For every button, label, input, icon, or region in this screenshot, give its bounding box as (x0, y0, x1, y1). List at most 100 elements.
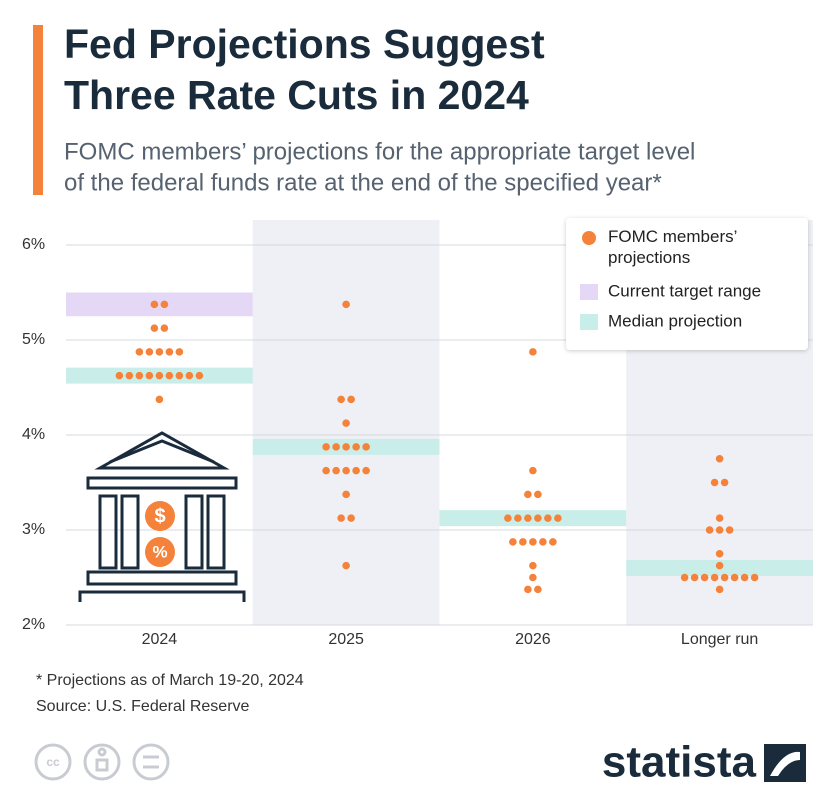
chart-title: Fed Projections Suggest (64, 21, 545, 67)
legend-label: Current target range (608, 281, 761, 300)
projection-dot (715, 514, 724, 522)
projection-dot (725, 526, 734, 534)
legend-marker (580, 284, 598, 300)
projection-dot (534, 490, 542, 499)
x-tick-label: 2024 (142, 631, 178, 648)
chart-title: Three Rate Cuts in 2024 (64, 72, 529, 118)
projection-dot (332, 466, 340, 475)
projection-dot (342, 561, 350, 570)
projection-dot (710, 573, 719, 582)
projection-dot (195, 371, 204, 380)
y-tick-label: 5% (22, 331, 45, 348)
legend-box (566, 218, 808, 350)
y-tick-label: 6% (22, 236, 45, 253)
target-range (66, 292, 253, 317)
projection-dot (160, 300, 169, 309)
projection-dot (529, 573, 537, 582)
brand-logo: statista (602, 738, 757, 787)
legend-marker (580, 314, 598, 330)
legend-label-line: projections (608, 248, 690, 267)
projection-dot (730, 573, 739, 582)
projection-dot (715, 454, 724, 463)
projection-dot (155, 371, 164, 380)
projection-dot (352, 466, 360, 475)
projection-dot (680, 573, 689, 582)
projection-dot (165, 371, 174, 380)
cc-icon: cc (46, 755, 60, 769)
projection-dot (337, 395, 345, 404)
projection-dot (544, 514, 552, 522)
projection-dot (342, 443, 350, 451)
projection-dot (185, 371, 194, 380)
projection-dot (347, 514, 355, 522)
projection-dot (710, 478, 719, 487)
projection-dot (362, 466, 370, 475)
projection-dot (145, 371, 154, 380)
legend-label: FOMC members’ projections (608, 227, 737, 267)
projection-dot (715, 526, 724, 534)
projection-dot (534, 585, 542, 594)
legend: FOMC members’ projections Current target r… (580, 227, 761, 330)
accent-bar (33, 25, 43, 195)
projection-dot (720, 478, 729, 487)
chart-subtitle: of the federal funds rate at the end of … (64, 169, 662, 196)
projection-dot (342, 300, 350, 309)
projection-dot (150, 324, 159, 332)
projection-dot (715, 549, 724, 558)
legend-marker (582, 231, 596, 245)
projection-dot (509, 538, 517, 546)
projection-dot (165, 348, 174, 356)
projection-dot (125, 371, 134, 380)
projection-dot (690, 573, 699, 582)
projection-dot (342, 466, 350, 475)
projection-dot (145, 348, 154, 356)
chart-subtitle: FOMC members’ projections for the approp… (64, 138, 695, 165)
x-tick-label: Longer run (681, 631, 758, 648)
projection-dot (337, 514, 345, 522)
projection-dot (750, 573, 759, 582)
projection-dot (322, 443, 330, 451)
projection-dot (150, 300, 159, 309)
projection-dot (352, 443, 360, 451)
y-tick-label: 2% (22, 616, 45, 633)
projection-dot (529, 348, 537, 356)
projection-dot (332, 443, 340, 451)
projection-dot (155, 348, 164, 356)
brand-mark (764, 744, 806, 782)
y-tick-label: 3% (22, 521, 45, 538)
source: Source: U.S. Federal Reserve (36, 698, 250, 715)
projection-dot (554, 514, 562, 522)
projection-dot (342, 490, 350, 499)
y-tick-label: 4% (22, 426, 45, 443)
legend-label: Median projection (608, 311, 742, 330)
projection-dot (539, 538, 547, 546)
x-tick-label: 2026 (515, 631, 551, 648)
projection-dot (160, 324, 169, 332)
projection-dot (534, 514, 542, 522)
projection-dot (175, 348, 184, 356)
icon-glyph: % (152, 542, 167, 561)
bank-icon (78, 431, 246, 602)
projection-dot (322, 466, 330, 475)
legend-label-line: FOMC members’ (608, 227, 737, 246)
license-icons (34, 743, 170, 781)
projection-dot (115, 371, 124, 380)
projection-dot (700, 573, 709, 582)
projection-dot (720, 573, 729, 582)
projection-dot (175, 371, 184, 380)
projection-dot (524, 490, 532, 499)
median-band (439, 510, 627, 527)
projection-dot (529, 538, 537, 546)
projection-dot (347, 395, 355, 404)
projection-dot (740, 573, 749, 582)
projection-dot (155, 395, 164, 404)
projection-dot (514, 514, 522, 522)
projection-dot (519, 538, 527, 546)
projection-dot (705, 526, 714, 534)
icon-glyph: $ (154, 505, 165, 527)
projection-dot (504, 514, 512, 522)
footnote: * Projections as of March 19-20, 2024 (36, 672, 304, 689)
projection-dot (529, 466, 537, 475)
projection-dot (524, 514, 532, 522)
